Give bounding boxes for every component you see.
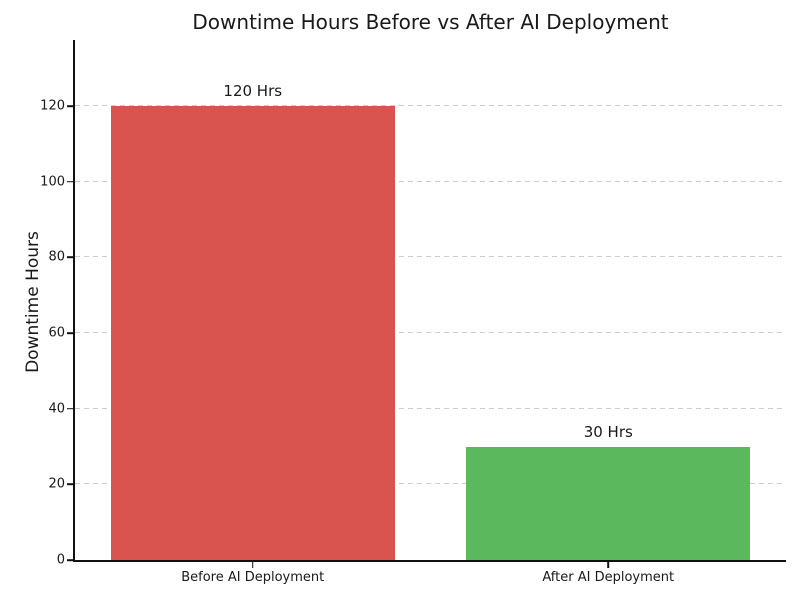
y-tick-mark-20 bbox=[67, 483, 73, 486]
y-tick-label-40: 40 bbox=[48, 401, 65, 417]
y-axis-spine bbox=[73, 40, 75, 562]
gridline-y-60 bbox=[75, 332, 786, 334]
gridline-y-20 bbox=[75, 483, 786, 485]
bar-value-label-before-ai-deployment: 120 Hrs bbox=[223, 82, 283, 101]
x-tick-mark-before-ai-deployment bbox=[251, 562, 254, 568]
y-axis-label: Downtime Hours bbox=[23, 231, 43, 373]
y-tick-mark-100 bbox=[67, 181, 73, 183]
y-tick-mark-120 bbox=[67, 105, 73, 107]
y-tick-mark-60 bbox=[67, 332, 73, 334]
y-tick-label-80: 80 bbox=[48, 249, 65, 265]
plot-area: 120 Hrs 30 Hrs bbox=[75, 40, 786, 560]
y-tick-mark-40 bbox=[67, 407, 73, 410]
gridline-y-40 bbox=[75, 407, 786, 409]
gridline-y-80 bbox=[75, 256, 786, 258]
bar-after-ai-deployment bbox=[466, 446, 751, 560]
y-tick-mark-0 bbox=[67, 559, 73, 561]
gridline-y-120 bbox=[75, 105, 786, 107]
x-tick-mark-after-ai-deployment bbox=[607, 562, 610, 568]
y-tick-label-0: 0 bbox=[56, 552, 65, 568]
y-tick-mark-80 bbox=[67, 256, 73, 259]
y-tick-label-20: 20 bbox=[48, 476, 65, 492]
x-tick-label-after-ai-deployment: After AI Deployment bbox=[542, 570, 675, 585]
chart-title: Downtime Hours Before vs After AI Deploy… bbox=[192, 10, 669, 34]
y-tick-label-60: 60 bbox=[48, 325, 65, 341]
y-tick-label-120: 120 bbox=[40, 98, 65, 114]
x-axis-spine bbox=[73, 560, 786, 562]
y-tick-label-100: 100 bbox=[40, 174, 65, 190]
bar-before-ai-deployment bbox=[110, 106, 395, 560]
x-tick-label-before-ai-deployment: Before AI Deployment bbox=[181, 570, 325, 585]
gridline-y-100 bbox=[75, 180, 786, 182]
bar-value-label-after-ai-deployment: 30 Hrs bbox=[583, 422, 633, 441]
